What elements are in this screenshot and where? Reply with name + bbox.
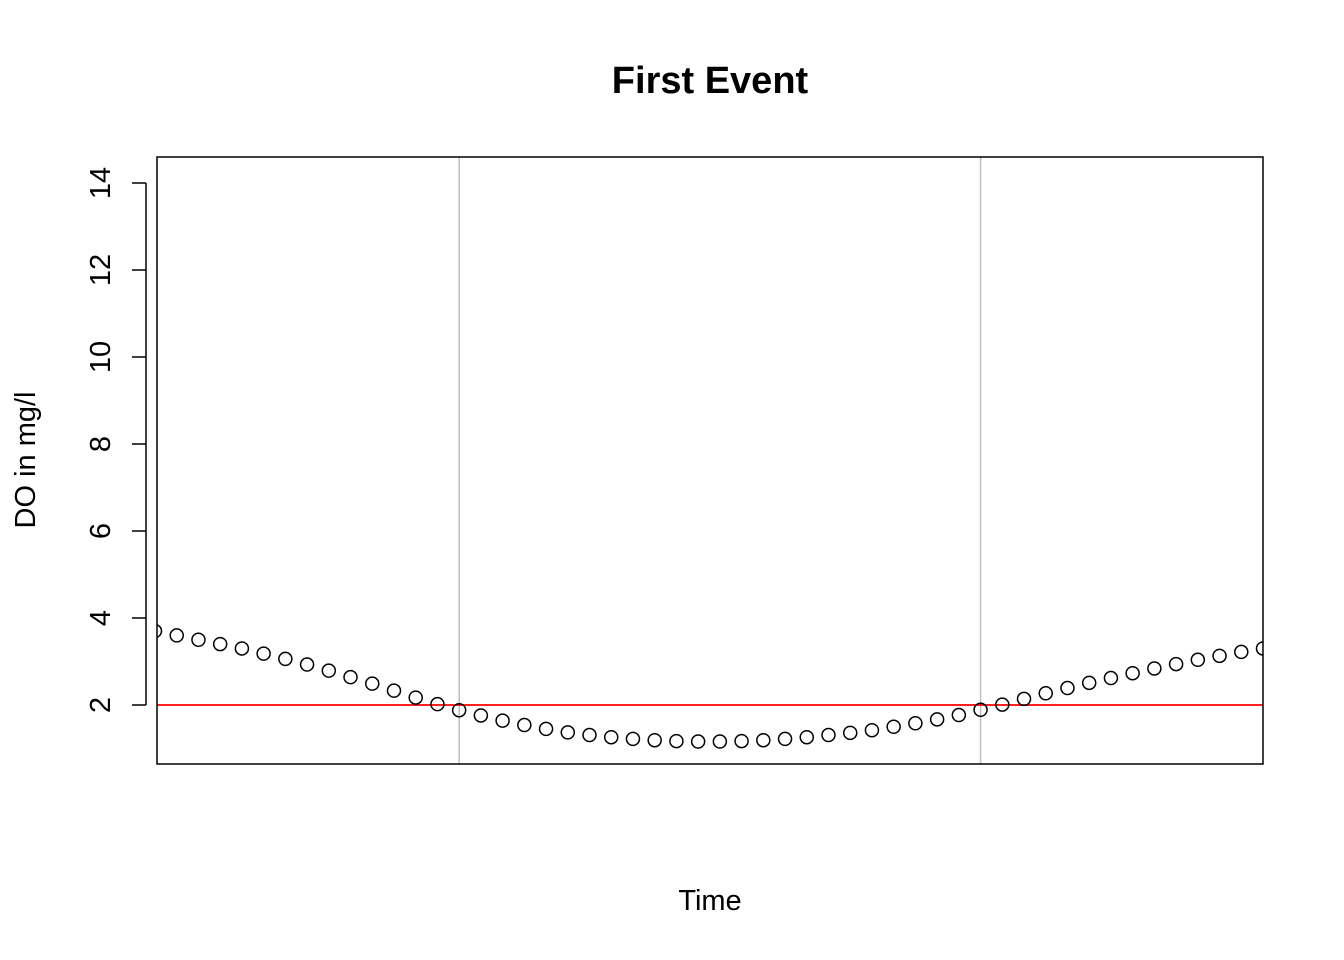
data-point — [191, 632, 206, 647]
data-point — [495, 713, 510, 728]
data-point — [625, 731, 641, 747]
chart-title: First Event — [612, 60, 809, 102]
data-point — [343, 669, 358, 685]
data-point — [908, 716, 923, 731]
x-axis-label: Time — [678, 885, 741, 917]
plot-frame — [156, 156, 1264, 765]
data-point — [430, 696, 445, 712]
data-point — [451, 702, 467, 718]
data-point — [1234, 644, 1249, 660]
data-point — [1038, 686, 1053, 701]
data-point — [299, 657, 315, 672]
y-tick-label-10: 10 — [85, 341, 117, 373]
data-point — [951, 707, 967, 723]
data-point — [1190, 652, 1206, 668]
data-point — [821, 727, 836, 743]
data-point — [278, 651, 293, 667]
data-point — [799, 729, 815, 745]
data-point — [1081, 675, 1097, 691]
data-point — [365, 676, 380, 691]
data-point — [777, 731, 793, 747]
data-point — [408, 690, 423, 705]
data-point — [1125, 665, 1140, 681]
data-point — [756, 732, 771, 748]
data-point — [929, 712, 945, 727]
data-point — [321, 663, 337, 678]
y-axis-label: DO in mg/l — [10, 392, 42, 529]
y-tick-label-8: 8 — [85, 436, 117, 452]
y-tick-label-2: 2 — [85, 697, 117, 713]
data-point — [647, 732, 662, 748]
data-point — [1103, 670, 1119, 686]
data-point — [669, 733, 684, 749]
y-tick-label-12: 12 — [85, 254, 117, 286]
data-point — [842, 725, 858, 741]
data-point — [603, 729, 619, 745]
data-point — [582, 727, 597, 743]
data-points — [157, 624, 1263, 749]
data-point — [473, 708, 489, 723]
data-point — [973, 702, 988, 718]
data-point — [886, 719, 901, 734]
y-tick-label-6: 6 — [85, 523, 117, 539]
vertical-gridlines — [458, 157, 982, 764]
data-point — [864, 722, 880, 738]
data-point — [560, 725, 576, 740]
data-point — [517, 717, 532, 733]
y-tick-label-4: 4 — [85, 610, 117, 626]
data-point — [1212, 648, 1227, 664]
data-point — [157, 624, 163, 639]
data-point — [712, 734, 728, 749]
data-point — [538, 721, 554, 737]
data-point — [212, 636, 228, 652]
y-tick-label-14: 14 — [85, 167, 117, 199]
y-axis: 2 4 6 8 10 12 14 — [85, 167, 147, 713]
data-point — [234, 641, 250, 656]
data-point — [1016, 691, 1032, 707]
data-point — [256, 646, 271, 661]
data-point — [169, 628, 184, 643]
data-point — [1147, 661, 1162, 676]
data-point — [1255, 641, 1263, 656]
data-point — [1060, 680, 1075, 696]
data-point — [1168, 656, 1184, 672]
data-point — [386, 683, 402, 698]
data-point — [690, 734, 706, 749]
data-point — [995, 697, 1010, 712]
data-point — [734, 733, 749, 749]
